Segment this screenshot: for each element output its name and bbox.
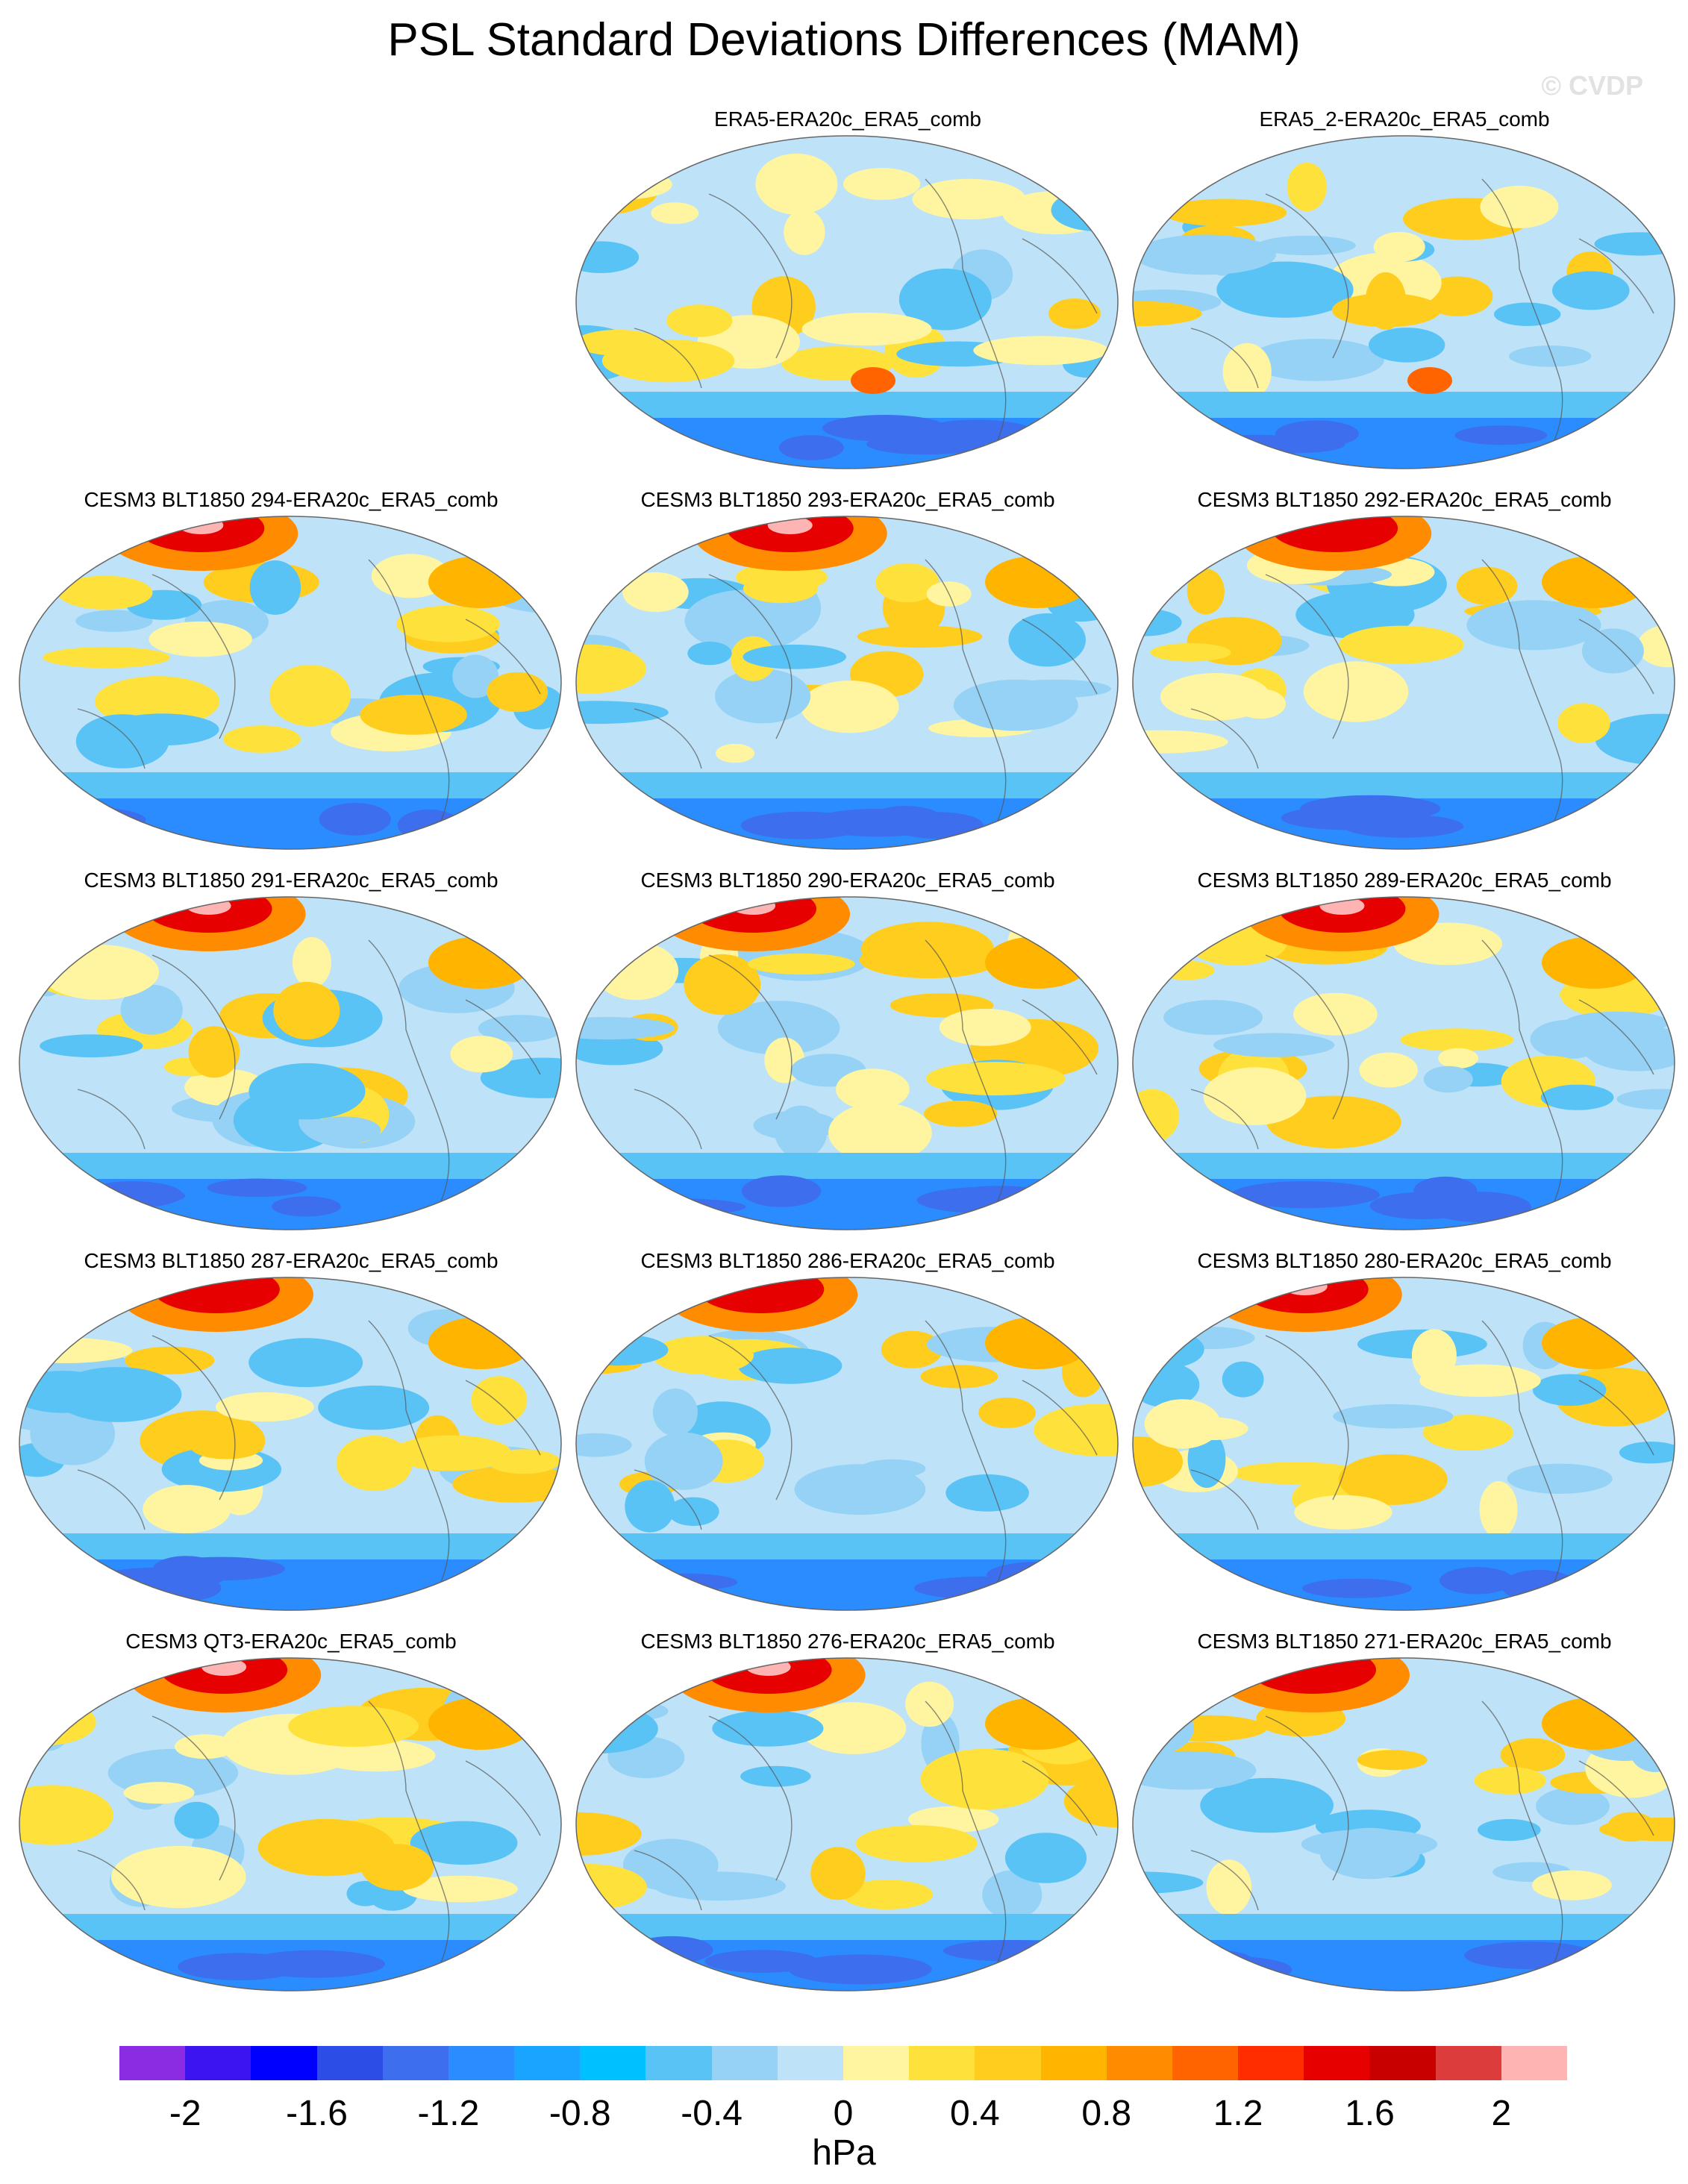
panel-title: ERA5-ERA20c_ERA5_comb [714, 107, 981, 131]
colorbar-box [119, 2046, 186, 2080]
page-title: PSL Standard Deviations Differences (MAM… [387, 14, 1301, 66]
panel-title: CESM3 BLT1850 271-ERA20c_ERA5_comb [1197, 1630, 1612, 1653]
map-panel: CESM3 BLT1850 294-ERA20c_ERA5_comb [7, 486, 575, 852]
colorbar-box [711, 2046, 778, 2080]
map-panel: ERA5-ERA20c_ERA5_comb [564, 106, 1131, 472]
map-panel: CESM3 BLT1850 280-ERA20c_ERA5_comb [1121, 1248, 1688, 1613]
map-panel: CESM3 BLT1850 292-ERA20c_ERA5_comb [1121, 486, 1688, 852]
colorbar-box [1106, 2046, 1173, 2080]
cvdp-watermark: © CVDP [1541, 70, 1643, 101]
colorbar-box [645, 2046, 713, 2080]
robinson-map [575, 516, 1119, 850]
robinson-map [575, 1277, 1119, 1611]
colorbar-box [975, 2046, 1042, 2080]
colorbar-box [448, 2046, 515, 2080]
colorbar-tick-label: 1.2 [1213, 2094, 1263, 2133]
robinson-map [1132, 135, 1675, 469]
colorbar-box [382, 2046, 449, 2080]
robinson-map [575, 896, 1119, 1230]
colorbar-box [843, 2046, 910, 2080]
colorbar-tick-label: 0 [833, 2094, 854, 2133]
colorbar [119, 2046, 1568, 2080]
colorbar-box [777, 2046, 844, 2080]
colorbar-tick-label: -0.4 [681, 2094, 743, 2133]
panel-title: CESM3 BLT1850 293-ERA20c_ERA5_comb [640, 488, 1055, 511]
colorbar-box [1040, 2046, 1107, 2080]
panel-title: CESM3 BLT1850 286-ERA20c_ERA5_comb [640, 1249, 1055, 1272]
colorbar-tick-label: -2 [169, 2094, 201, 2133]
map-panel: CESM3 BLT1850 290-ERA20c_ERA5_comb [564, 867, 1131, 1233]
robinson-map [1132, 1277, 1675, 1611]
robinson-map [19, 896, 562, 1230]
colorbar-box [514, 2046, 581, 2080]
colorbar-box [909, 2046, 975, 2080]
colorbar-tick-label: -1.6 [286, 2094, 348, 2133]
colorbar-box [1435, 2046, 1502, 2080]
robinson-map [1132, 896, 1675, 1230]
robinson-map [575, 135, 1119, 469]
colorbar-units: hPa [812, 2133, 876, 2173]
colorbar-box [316, 2046, 384, 2080]
colorbar-box [1238, 2046, 1304, 2080]
colorbar-tick-label: -1.2 [417, 2094, 480, 2133]
map-panel: CESM3 BLT1850 287-ERA20c_ERA5_comb [7, 1248, 575, 1613]
robinson-map [19, 1277, 562, 1611]
colorbar-box [251, 2046, 318, 2080]
map-panel: CESM3 BLT1850 291-ERA20c_ERA5_comb [7, 867, 575, 1233]
colorbar-box [1501, 2046, 1568, 2080]
map-panel: CESM3 BLT1850 293-ERA20c_ERA5_comb [564, 486, 1131, 852]
panel-title: CESM3 BLT1850 287-ERA20c_ERA5_comb [84, 1249, 498, 1272]
robinson-map [1132, 516, 1675, 850]
colorbar-tick-label: 1.6 [1345, 2094, 1395, 2133]
robinson-map [19, 516, 562, 850]
panel-title: CESM3 BLT1850 292-ERA20c_ERA5_comb [1197, 488, 1612, 511]
colorbar-tick-label: 0.4 [949, 2094, 1000, 2133]
robinson-map [575, 1657, 1119, 1991]
map-panel: CESM3 BLT1850 276-ERA20c_ERA5_comb [564, 1628, 1131, 1994]
panel-title: CESM3 BLT1850 289-ERA20c_ERA5_comb [1197, 869, 1612, 892]
colorbar-tick-label: 0.8 [1081, 2094, 1132, 2133]
panel-title: CESM3 QT3-ERA20c_ERA5_comb [125, 1630, 457, 1653]
colorbar-box [1172, 2046, 1239, 2080]
colorbar-box [1369, 2046, 1437, 2080]
colorbar-box [1304, 2046, 1370, 2080]
robinson-map [19, 1657, 562, 1991]
map-panel: CESM3 BLT1850 286-ERA20c_ERA5_comb [564, 1248, 1131, 1613]
map-panel: CESM3 QT3-ERA20c_ERA5_comb [7, 1628, 575, 1994]
map-panel: CESM3 BLT1850 271-ERA20c_ERA5_comb [1121, 1628, 1688, 1994]
panel-title: CESM3 BLT1850 280-ERA20c_ERA5_comb [1197, 1249, 1612, 1272]
panel-title: CESM3 BLT1850 291-ERA20c_ERA5_comb [84, 869, 498, 892]
map-panel: CESM3 BLT1850 289-ERA20c_ERA5_comb [1121, 867, 1688, 1233]
panel-title: CESM3 BLT1850 290-ERA20c_ERA5_comb [640, 869, 1055, 892]
colorbar-tick-label: -0.8 [548, 2094, 611, 2133]
panel-title: ERA5_2-ERA20c_ERA5_comb [1259, 107, 1550, 131]
colorbar-tick-label: 2 [1491, 2094, 1512, 2133]
map-panel: ERA5_2-ERA20c_ERA5_comb [1121, 106, 1688, 472]
panel-title: CESM3 BLT1850 276-ERA20c_ERA5_comb [640, 1630, 1055, 1653]
robinson-map [1132, 1657, 1675, 1991]
panel-title: CESM3 BLT1850 294-ERA20c_ERA5_comb [84, 488, 498, 511]
colorbar-box [580, 2046, 646, 2080]
colorbar-box [185, 2046, 251, 2080]
